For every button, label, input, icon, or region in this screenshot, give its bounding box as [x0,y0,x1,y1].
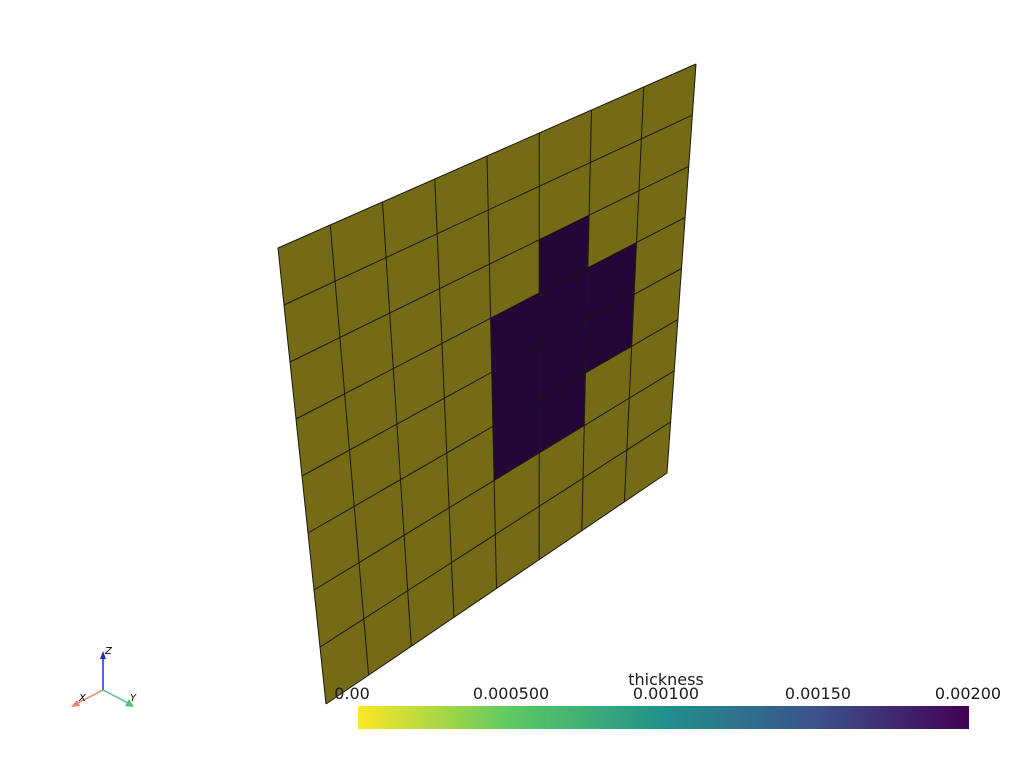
x-axis-arrow-icon [71,700,80,707]
z-axis-label: Z [104,646,113,657]
mesh-col-edge [666,63,697,474]
mesh-col-edge [581,109,592,531]
x-axis-label: X [78,693,87,704]
mesh-edges [277,63,697,705]
mesh-col-edge [623,86,645,502]
y-axis-label: Y [130,693,137,704]
mesh-col-edge [486,155,497,589]
x-axis-line [75,689,104,705]
z-axis-arrow-icon [100,651,106,659]
y-axis-line [102,689,129,704]
mesh-col-edge [434,178,455,618]
orientation-axes-widget: Z X Y [71,646,137,707]
mesh-col-edge [277,247,327,705]
mesh-col-edge [329,224,370,676]
y-axis-arrow-icon [125,699,134,707]
mesh-col-edge [382,201,412,647]
